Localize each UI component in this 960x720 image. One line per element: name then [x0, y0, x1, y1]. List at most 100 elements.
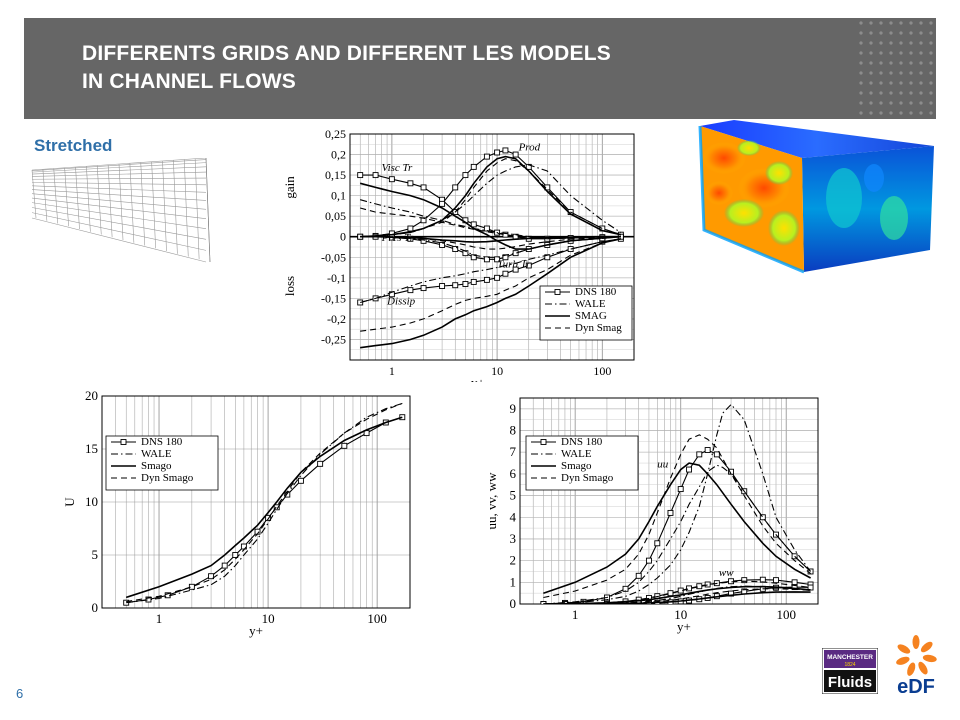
x-tick-label: 100 [367, 611, 387, 626]
plot-frame [101, 395, 411, 609]
series-line [360, 164, 622, 238]
series-line [125, 416, 403, 599]
y-tick-label: -0,25 [321, 332, 346, 346]
data-point [341, 442, 348, 449]
fluids-text: Fluids [828, 674, 872, 691]
y-tick-label: 0,15 [325, 168, 346, 182]
data-point [540, 601, 547, 604]
annotation: Prod [518, 141, 541, 153]
data-point [713, 451, 720, 458]
data-point [208, 573, 215, 580]
annotation: Visc Tr [382, 162, 413, 174]
y-tick-label: 0,2 [331, 148, 346, 162]
annotation: Turb Tr [497, 259, 531, 271]
series-line [360, 174, 621, 240]
legend-label: DNS 180 [561, 436, 603, 448]
y-tick-label: 6 [510, 466, 517, 481]
y-axis-label-loss: loss [282, 276, 297, 296]
data-point [407, 180, 414, 187]
series-dyn-smago [543, 434, 811, 604]
data-point [483, 225, 490, 232]
data-point [483, 153, 490, 160]
legend-marker [120, 439, 127, 445]
data-point [232, 552, 239, 558]
series-line [360, 207, 621, 239]
grid [519, 397, 819, 605]
data-point [420, 184, 427, 191]
stretched-mesh-image [31, 158, 211, 263]
x-axis-label: y+ [677, 619, 691, 634]
data-point [188, 583, 195, 590]
slide-title-line-1: DIFFERENTS GRIDS AND DIFFERENT LES MODEL… [82, 42, 611, 65]
series-line [543, 580, 811, 604]
data-point [654, 540, 661, 547]
data-point [512, 266, 519, 273]
data-point [420, 285, 427, 292]
series-line [543, 462, 811, 594]
legend-label: WALE [561, 448, 592, 460]
data-point [728, 468, 735, 475]
data-point [696, 451, 703, 458]
x-tick-label: 10 [491, 364, 503, 378]
data-point [439, 283, 446, 289]
series-line [126, 402, 403, 603]
series-line [360, 238, 622, 332]
data-point [502, 270, 509, 277]
y-tick-label: -0,2 [327, 312, 346, 326]
series-line [543, 588, 811, 604]
series-line [543, 464, 811, 604]
edf-text: eDF [897, 676, 935, 696]
channel-flow-box-image [698, 120, 934, 274]
series-line [360, 158, 622, 238]
data-point [407, 225, 414, 232]
legend-marker [554, 289, 561, 295]
edf-logo: eDF [884, 630, 948, 698]
data-point [452, 282, 459, 289]
header-dot-pattern [856, 18, 936, 119]
slide-header: DIFFERENTS GRIDS AND DIFFERENT LES MODEL… [24, 18, 936, 119]
y-tick-label: -0,15 [321, 291, 346, 305]
x-tick-label: 100 [593, 364, 611, 378]
data-point [470, 278, 477, 285]
y-tick-label: 15 [85, 441, 98, 456]
series-smago [125, 416, 403, 599]
data-point [791, 579, 798, 586]
legend-box [105, 435, 219, 491]
slide-title: DIFFERENTS GRIDS AND DIFFERENT LES MODEL… [82, 40, 611, 96]
data-point [502, 147, 509, 154]
y-axis-label: U [62, 497, 77, 507]
data-point [297, 477, 304, 484]
plot-frame [519, 397, 819, 605]
manchester-year: 1824 [844, 662, 855, 668]
y-tick-label: 20 [85, 388, 98, 403]
x-tick-label: 1 [389, 364, 395, 378]
data-point [407, 287, 414, 294]
y-tick-label: 0 [340, 230, 346, 244]
data-point [667, 590, 674, 597]
y-tick-label: 4 [510, 509, 517, 524]
data-point [317, 460, 324, 467]
legend-marker [540, 439, 547, 445]
y-tick-label: -0,05 [321, 250, 346, 264]
data-point [696, 583, 703, 590]
y-tick-label: 2 [510, 553, 517, 568]
y-tick-label: 0,25 [325, 127, 346, 141]
legend-label: Smago [561, 460, 592, 472]
data-point [728, 578, 735, 585]
manchester-text: MANCHESTER [827, 654, 873, 661]
slide-title-line-2: IN CHANNEL FLOWS [82, 70, 296, 93]
y-axis-label-gain: gain [282, 176, 297, 199]
data-point [470, 221, 477, 228]
data-point [525, 262, 532, 269]
plot-area [357, 147, 624, 349]
data-point [462, 172, 469, 179]
slide-subtitle: Stretched [34, 136, 113, 155]
data-point [483, 256, 490, 263]
legend-label: Dyn Smago [561, 472, 614, 484]
data-point [439, 200, 446, 207]
data-point [494, 274, 501, 281]
y-tick-label: 5 [92, 547, 99, 562]
annotation: Dissip [386, 296, 416, 308]
